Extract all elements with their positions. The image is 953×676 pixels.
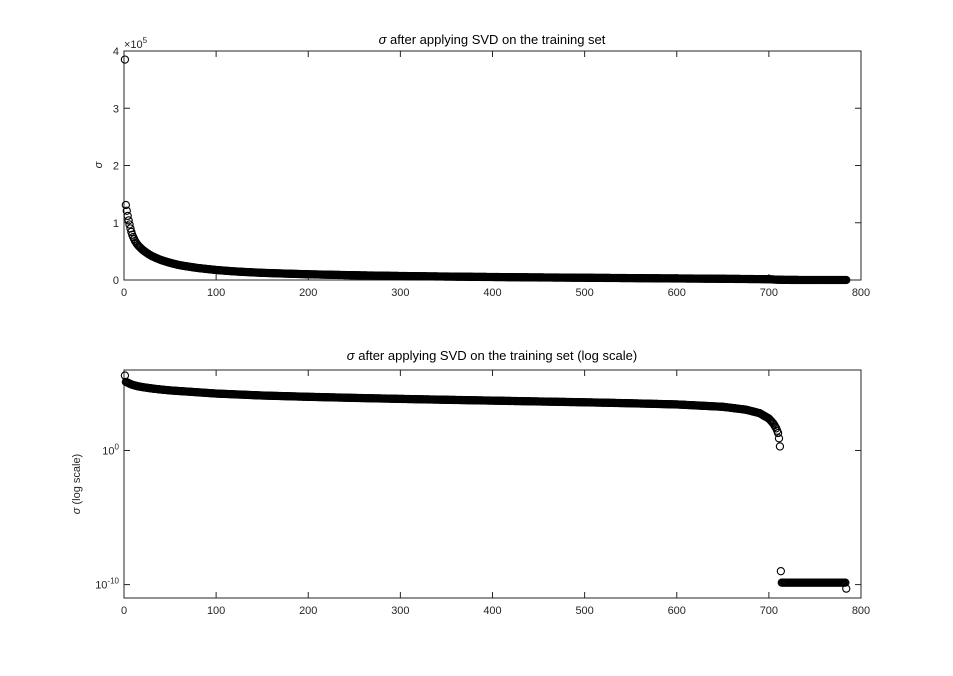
top-x-tick-label: 100 — [207, 287, 225, 299]
top-data-point — [121, 200, 130, 210]
top-y-ticks: 0 1 2 3 4 — [113, 46, 861, 287]
bottom-y-tick-label: 100 — [102, 442, 119, 457]
bottom-x-tick-label: 700 — [760, 605, 778, 617]
bottom-data-point — [773, 428, 783, 438]
top-y-exponent-label: ×105 — [124, 36, 148, 51]
bottom-x-tick-label: 0 — [121, 605, 127, 617]
bottom-data-point — [776, 567, 785, 576]
bottom-data-point — [774, 434, 784, 443]
bottom-x-tick-label: 400 — [483, 605, 501, 617]
bottom-data-points — [120, 371, 851, 593]
bottom-x-tick-label: 300 — [391, 605, 409, 617]
bottom-y-tick-label: 10-10 — [95, 577, 119, 592]
top-x-tick-label: 700 — [760, 287, 778, 299]
top-y-tick-label: 1 — [113, 218, 119, 230]
top-chart-title: σ after applying SVD on the training set — [379, 32, 606, 47]
top-x-tick-label: 400 — [483, 287, 501, 299]
top-data-points — [120, 55, 851, 285]
bottom-x-tick-label: 500 — [575, 605, 593, 617]
bottom-data-point — [768, 418, 777, 427]
bottom-x-tick-label: 800 — [852, 605, 870, 617]
top-x-tick-label: 200 — [299, 287, 317, 299]
bottom-x-tick-label: 100 — [207, 605, 225, 617]
top-x-tick-label: 300 — [391, 287, 409, 299]
bottom-x-ticks: 0 100 200 300 400 500 600 700 800 — [121, 370, 870, 617]
top-y-tick-label: 2 — [113, 161, 119, 173]
top-data-point — [125, 220, 134, 229]
bottom-chart-title: σ after applying SVD on the training set… — [347, 348, 637, 363]
top-y-tick-label: 0 — [113, 275, 119, 287]
top-data-point — [122, 206, 131, 215]
top-axes-box — [123, 50, 862, 281]
top-data-point — [124, 216, 133, 225]
bottom-y-ticks: 100 10-10 — [95, 442, 861, 592]
bottom-x-tick-label: 600 — [668, 605, 686, 617]
top-y-axis-label: σ — [93, 161, 105, 168]
top-data-point — [842, 275, 851, 285]
top-data-point — [120, 55, 130, 64]
bottom-subplot: σ after applying SVD on the training set… — [71, 348, 870, 617]
top-y-tick-label: 4 — [113, 46, 119, 58]
bottom-data-point — [842, 584, 851, 593]
top-y-tick-label: 3 — [113, 103, 119, 115]
bottom-x-tick-label: 200 — [299, 605, 317, 617]
top-x-ticks: 0 100 200 300 400 500 600 700 800 — [121, 51, 870, 299]
top-x-tick-label: 0 — [121, 287, 127, 299]
bottom-data-point — [841, 578, 850, 587]
bottom-y-axis-label: σ (log scale) — [71, 454, 83, 514]
top-subplot: σ after applying SVD on the training set… — [93, 32, 870, 299]
bottom-data-point — [775, 442, 785, 451]
top-x-tick-label: 500 — [575, 287, 593, 299]
top-data-point — [123, 211, 132, 221]
top-x-tick-label: 800 — [852, 287, 870, 299]
top-x-tick-label: 600 — [668, 287, 686, 299]
